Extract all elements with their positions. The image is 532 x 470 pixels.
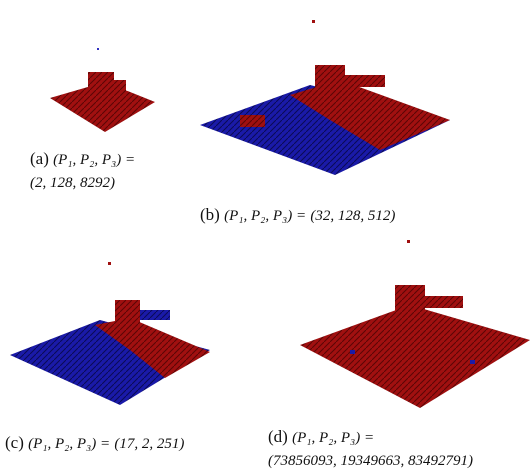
caption-lhs: (P₁, P₂, P₃) =: [53, 152, 135, 168]
subfig-label: (c): [5, 433, 24, 452]
caption-rhs: (73856093, 19349663, 83492791): [268, 453, 473, 469]
voxel-renders: [0, 0, 532, 470]
render-a: [50, 48, 155, 132]
caption-lhs: (P₁, P₂, P₃) =: [28, 436, 110, 452]
caption-rhs: (17, 2, 251): [114, 436, 184, 452]
caption-b: (b) (P₁, P₂, P₃) = (32, 128, 512): [200, 204, 395, 227]
caption-d: (d) (P₁, P₂, P₃) = (73856093, 19349663, …: [268, 426, 473, 470]
subfig-label: (d): [268, 427, 288, 446]
caption-rhs: (32, 128, 512): [310, 208, 395, 224]
figure-page: (a) (P₁, P₂, P₃) = (2, 128, 8292) (b) (P…: [0, 0, 532, 470]
render-b: [200, 20, 450, 175]
caption-a: (a) (P₁, P₂, P₃) = (2, 128, 8292): [30, 148, 135, 194]
subfig-label: (b): [200, 205, 220, 224]
subfig-label: (a): [30, 149, 49, 168]
caption-rhs: (2, 128, 8292): [30, 175, 115, 191]
caption-lhs: (P₁, P₂, P₃) =: [224, 208, 306, 224]
caption-c: (c) (P₁, P₂, P₃) = (17, 2, 251): [5, 432, 184, 455]
render-c: [10, 262, 210, 405]
caption-lhs: (P₁, P₂, P₃) =: [292, 430, 374, 446]
render-d: [300, 240, 530, 408]
